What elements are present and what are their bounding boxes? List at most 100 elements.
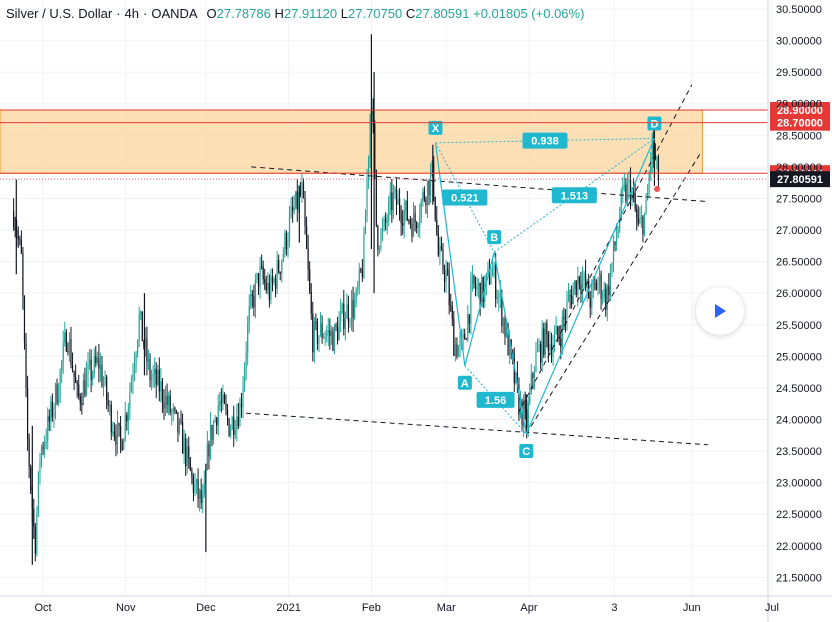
candle-body xyxy=(372,107,374,125)
candle-body xyxy=(529,391,531,404)
interval[interactable]: 4h xyxy=(124,6,140,21)
point-badge xyxy=(647,116,662,131)
candle-body xyxy=(329,330,331,337)
x-tick-label: Apr xyxy=(520,602,537,614)
replay-button[interactable] xyxy=(696,287,744,335)
candle-body xyxy=(583,273,585,280)
high-value: 27.91120 xyxy=(283,6,338,21)
low-value: 27.70750 xyxy=(348,6,403,21)
price-axis[interactable]: 30.50000 30.00000 29.50000 29.00000 28.50000… xyxy=(767,0,822,622)
candle-body xyxy=(177,412,179,433)
candle-body xyxy=(411,223,413,237)
candle-body xyxy=(561,317,563,347)
candle-body xyxy=(533,371,536,378)
candle-body xyxy=(555,326,557,335)
candle-body xyxy=(315,321,317,323)
candle-body xyxy=(313,321,315,353)
candle-body xyxy=(490,276,492,284)
candle-body xyxy=(236,416,238,431)
candle-body xyxy=(17,236,19,240)
candle-body xyxy=(214,418,216,422)
candle-body xyxy=(532,373,534,378)
candle-body xyxy=(423,191,425,200)
candle-body xyxy=(527,403,529,428)
candle-body xyxy=(119,426,122,441)
candle-body xyxy=(42,446,44,450)
ratio-label: 0.938 xyxy=(531,136,559,148)
candle-body xyxy=(443,270,446,282)
candle-body xyxy=(560,338,562,347)
candle-body xyxy=(36,511,38,554)
candle-body xyxy=(88,359,91,365)
candle-body xyxy=(485,273,487,284)
y-tick-label: 30.00000 xyxy=(776,36,822,48)
candle-body xyxy=(615,236,618,245)
candle-body xyxy=(39,462,41,472)
candle-body xyxy=(347,304,350,323)
close-value: 27.80591 xyxy=(415,6,470,21)
x-tick-label: Dec xyxy=(196,602,216,614)
candle-body xyxy=(129,391,131,410)
candle-body xyxy=(242,387,244,408)
candle-body xyxy=(612,241,615,263)
candle-body xyxy=(70,339,72,366)
candle-body xyxy=(389,192,391,202)
candle-body xyxy=(656,157,658,159)
candle-body xyxy=(231,417,233,430)
candle-body xyxy=(447,269,449,276)
candle-body xyxy=(93,356,95,374)
candle-body xyxy=(343,303,345,329)
time-axis[interactable]: Oct Nov Dec 2021 Feb Mar Apr 3 Jun Jul xyxy=(0,595,832,614)
candle-body xyxy=(65,332,67,351)
candle-body xyxy=(643,212,646,235)
candle-body xyxy=(304,198,306,227)
candle-body xyxy=(183,438,185,454)
candle-body xyxy=(152,373,154,378)
candle-body xyxy=(107,400,109,406)
x-tick-label: Jul xyxy=(765,602,779,614)
candle-body xyxy=(110,404,112,433)
candle-body xyxy=(405,200,407,211)
candle-body xyxy=(451,306,453,319)
candle-body xyxy=(366,180,368,217)
symbol-name[interactable]: Silver / U.S. Dollar xyxy=(6,6,113,21)
candle-body xyxy=(619,217,621,230)
candle-body xyxy=(118,422,120,427)
candle-body xyxy=(174,408,176,410)
candle-body xyxy=(233,417,235,435)
candle-body xyxy=(20,240,22,254)
candle-body xyxy=(386,221,388,223)
candle-body xyxy=(180,420,182,423)
candle-body xyxy=(442,249,444,271)
candle-body xyxy=(567,294,570,301)
candle-body xyxy=(360,269,362,271)
candle-body xyxy=(321,323,323,338)
candle-body xyxy=(412,213,415,237)
candle-body xyxy=(53,408,55,417)
candle-body xyxy=(606,285,608,310)
candle-body xyxy=(481,276,483,307)
candle-body xyxy=(380,231,382,249)
candle-body xyxy=(594,282,596,284)
y-tick-label: 27.00000 xyxy=(776,225,822,237)
candle-body xyxy=(336,327,339,341)
candle-body xyxy=(163,401,165,409)
candle-body xyxy=(239,403,241,427)
candle-body xyxy=(127,409,129,422)
candle-body xyxy=(14,226,16,230)
level-tag xyxy=(770,114,830,131)
y-tick-label: 21.50000 xyxy=(776,572,822,584)
y-tick-label: 26.50000 xyxy=(776,257,822,269)
candle-body xyxy=(186,446,188,467)
point-badge xyxy=(519,443,534,458)
point-label: A xyxy=(461,378,469,390)
pattern-leg xyxy=(493,252,527,435)
candle-body xyxy=(544,323,546,355)
candle-body xyxy=(140,311,142,315)
candle-body xyxy=(509,339,511,356)
candle-body xyxy=(363,234,365,278)
candle-body xyxy=(135,353,137,365)
candle-body xyxy=(431,160,433,173)
candle-body xyxy=(95,356,97,363)
